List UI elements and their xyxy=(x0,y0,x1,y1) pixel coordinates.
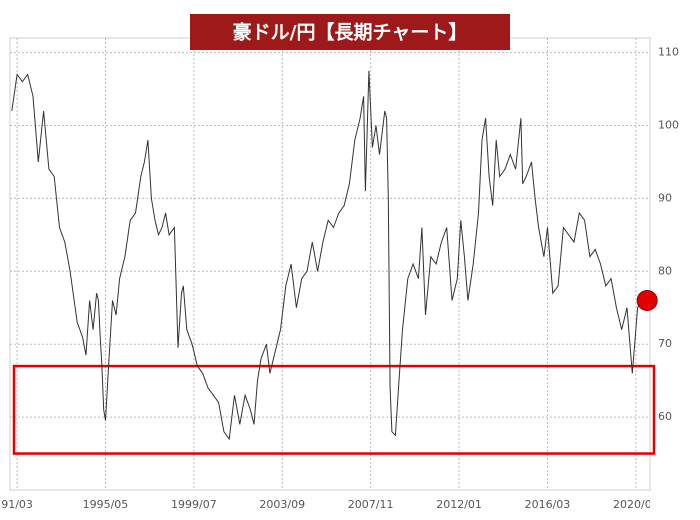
plot-frame xyxy=(9,37,651,491)
y-tick-label: 110 xyxy=(658,46,679,59)
chart-title: 豪ドル/円【長期チャート】 xyxy=(233,21,468,44)
x-tick-labels: 91/03 1995/05 1999/07 2003/09 2007/11 2012/01… xyxy=(1,498,659,511)
x-tick-label: 2003/09 xyxy=(259,498,305,511)
x-tick-label: 91/03 xyxy=(1,498,33,511)
y-tick-label: 60 xyxy=(658,410,672,423)
x-tick-label: 1995/05 xyxy=(83,498,129,511)
y-tick-label: 70 xyxy=(658,337,672,350)
x-tick-label: 2016/03 xyxy=(525,498,571,511)
highlight-range xyxy=(12,364,656,455)
x-tick-label: 2007/11 xyxy=(348,498,394,511)
y-tick-label: 90 xyxy=(658,191,672,204)
y-tick-label: 80 xyxy=(658,264,672,277)
x-tick-label: 2020/05 xyxy=(613,498,659,511)
y-tick-label: 100 xyxy=(658,118,679,131)
latest-marker xyxy=(636,289,658,311)
x-tick-label: 2012/01 xyxy=(436,498,482,511)
price-line xyxy=(11,70,642,441)
x-tick-label: 1999/07 xyxy=(171,498,217,511)
title-box xyxy=(190,14,510,50)
under-layer: 60 70 80 90 100 110 xyxy=(10,38,679,490)
